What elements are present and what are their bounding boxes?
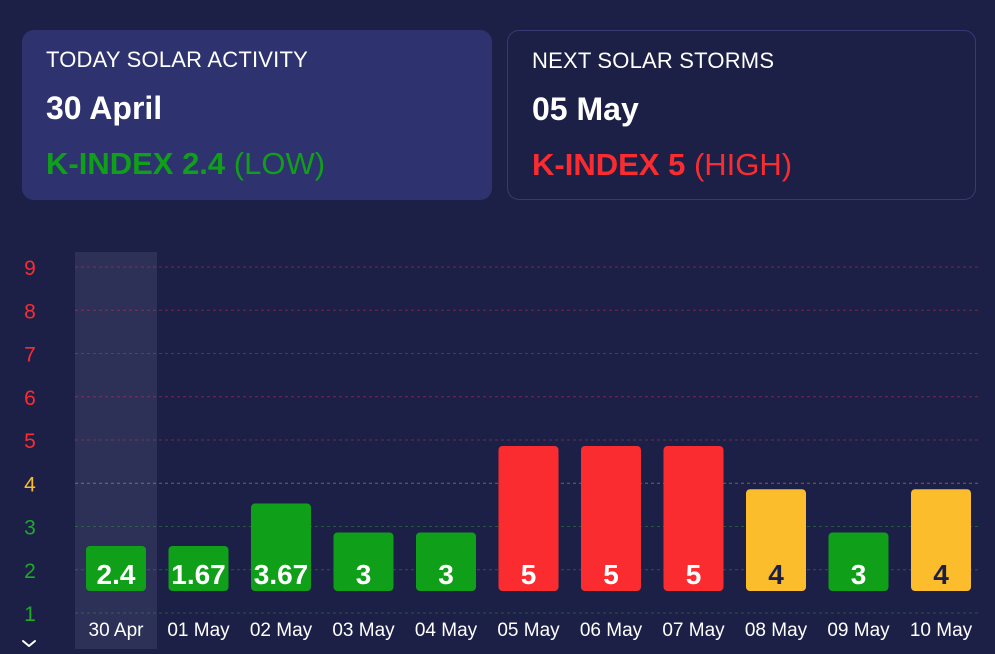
bar[interactable] [911, 489, 971, 591]
bar[interactable] [581, 446, 641, 591]
bar[interactable] [251, 503, 311, 591]
x-tick-label: 04 May [415, 620, 478, 641]
bar-value-label: 3 [851, 559, 867, 590]
next-k-index-value: K-INDEX 5 [532, 147, 686, 182]
today-k-index-level: (LOW) [233, 146, 326, 181]
y-tick-label: 7 [24, 344, 36, 367]
bar[interactable] [86, 546, 146, 591]
y-tick-label: 2 [24, 560, 36, 583]
x-tick-label: 03 May [332, 620, 395, 641]
x-tick-label: 08 May [745, 620, 808, 641]
k-index-bar-chart: 1 2 3 4 5 6 7 8 9 2.4 30 Apr 1.67 01 May 3.67 02 May 3 0… [24, 252, 978, 649]
bar[interactable] [333, 532, 394, 592]
next-card-k-index: K-INDEX 5 (HIGH) [532, 147, 792, 183]
bar-value-label: 3 [356, 559, 372, 590]
y-tick-label: 6 [24, 387, 36, 410]
bar-value-label: 5 [686, 559, 702, 590]
y-tick-label: 4 [24, 473, 36, 496]
next-card-label: NEXT SOLAR STORMS [532, 48, 775, 73]
y-tick-label: 9 [24, 257, 36, 280]
bar-value-label: 3.67 [254, 559, 309, 590]
x-tick-label: 10 May [910, 620, 973, 641]
y-tick-label: 3 [24, 517, 36, 540]
bar[interactable] [828, 532, 889, 592]
bar-value-label: 2.4 [97, 559, 136, 590]
x-tick-label: 01 May [167, 620, 230, 641]
bar-value-label: 1.67 [171, 559, 226, 590]
y-tick-label: 1 [24, 603, 36, 626]
chevron-down-icon[interactable] [20, 636, 38, 654]
x-tick-label: 06 May [580, 620, 643, 641]
bar-value-label: 4 [933, 559, 949, 590]
bar[interactable] [416, 532, 476, 592]
today-solar-activity-card: TODAY SOLAR ACTIVITY 30 April K-INDEX 2.… [22, 30, 492, 200]
bar-value-label: 4 [768, 559, 784, 590]
x-tick-label: 30 Apr [89, 620, 145, 641]
next-k-index-level: (HIGH) [693, 147, 793, 182]
x-tick-label: 05 May [497, 620, 560, 641]
bar-value-label: 5 [603, 559, 619, 590]
next-solar-storms-card: NEXT SOLAR STORMS 05 May K-INDEX 5 (HIGH… [507, 30, 976, 200]
bar[interactable] [746, 489, 806, 591]
next-card-date: 05 May [532, 91, 639, 127]
y-tick-label: 5 [24, 430, 36, 453]
bar[interactable] [663, 446, 724, 591]
bar[interactable] [498, 446, 559, 591]
x-tick-label: 07 May [662, 620, 725, 641]
today-card-label: TODAY SOLAR ACTIVITY [46, 47, 308, 72]
x-tick-label: 02 May [250, 620, 313, 641]
x-tick-label: 09 May [827, 620, 890, 641]
today-card-date: 30 April [46, 90, 163, 126]
today-card-k-index: K-INDEX 2.4 (LOW) [46, 146, 325, 182]
bar-value-label: 3 [438, 559, 454, 590]
bar[interactable] [168, 546, 229, 591]
y-tick-label: 8 [24, 300, 36, 323]
today-k-index-value: K-INDEX 2.4 [46, 146, 226, 181]
bar-value-label: 5 [521, 559, 537, 590]
